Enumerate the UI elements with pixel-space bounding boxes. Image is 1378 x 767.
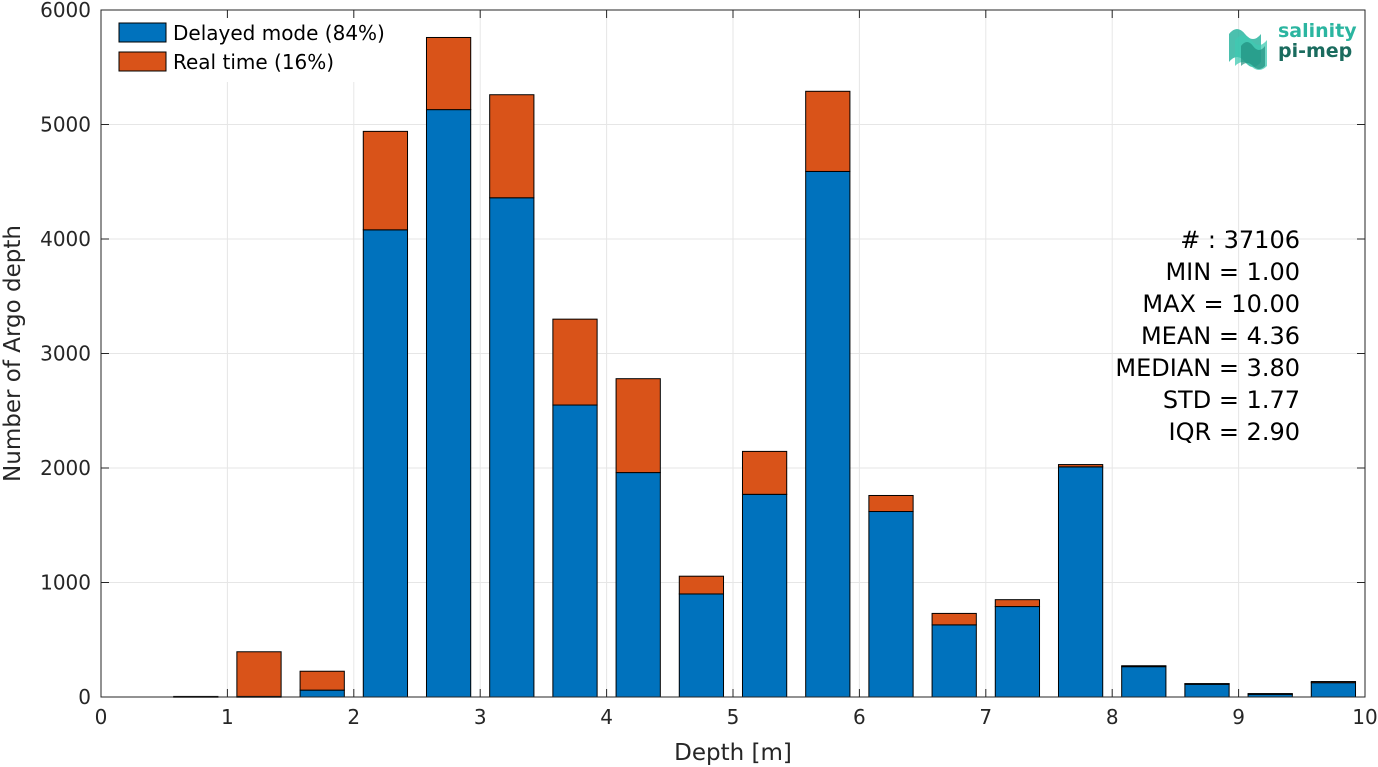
bars-group [173, 36, 1357, 698]
bar-real-time [489, 94, 535, 199]
bar-delayed-mode [425, 109, 472, 698]
bar-delayed-mode [1184, 683, 1230, 698]
bar-real-time [931, 612, 977, 626]
stats-line: IQR = 2.90 [1169, 418, 1300, 446]
legend-label-realtime: Real time (16%) [173, 50, 334, 74]
logo-text-pimep: pi-mep [1278, 40, 1352, 62]
x-tick-label: 6 [853, 705, 866, 729]
bar-delayed-mode [1310, 682, 1357, 698]
bar-delayed-mode [805, 170, 851, 698]
bar-delayed-mode [678, 593, 725, 698]
y-tick-label: 0 [78, 685, 91, 709]
statistics-annotation: # : 37106 MIN = 1.00 MAX = 10.00 MEAN = 4.3… [1115, 226, 1300, 446]
bar-real-time [615, 378, 661, 474]
bar-real-time [1184, 683, 1230, 685]
stats-line: # : 37106 [1180, 226, 1300, 254]
bar-delayed-mode [299, 689, 345, 698]
bar-delayed-mode [1057, 466, 1104, 698]
legend-swatch-delayed [118, 22, 167, 43]
x-tick-label: 0 [95, 705, 108, 729]
bar-real-time [994, 599, 1041, 608]
y-tick-label: 4000 [40, 227, 91, 251]
bar-real-time [1247, 693, 1293, 695]
legend-label-delayed: Delayed mode (84%) [173, 21, 385, 45]
bar-delayed-mode [994, 606, 1041, 698]
bar-real-time [236, 651, 282, 697]
bar-delayed-mode [868, 511, 914, 698]
x-tick-label: 10 [1352, 705, 1377, 729]
y-tick-label: 1000 [40, 571, 91, 595]
bar-real-time [868, 494, 914, 513]
y-tick-label: 6000 [40, 0, 91, 22]
bar-real-time [741, 450, 788, 495]
x-axis-label: Depth [m] [674, 740, 792, 766]
stats-line: MAX = 10.00 [1142, 290, 1300, 318]
logo-waves-icon [1229, 29, 1267, 70]
stats-line: MIN = 1.00 [1165, 258, 1300, 286]
legend: Delayed mode (84%) Real time (16%) [111, 18, 411, 82]
bar-real-time [1057, 464, 1104, 468]
x-tick-label: 3 [474, 705, 487, 729]
x-tick-label: 4 [600, 705, 613, 729]
bar-real-time [1310, 681, 1357, 684]
x-tick-label: 1 [221, 705, 234, 729]
bar-real-time [362, 130, 409, 231]
bar-delayed-mode [1121, 666, 1167, 698]
salinity-pi-mep-logo: salinity pi-mep [1229, 20, 1357, 70]
bar-delayed-mode [615, 472, 661, 698]
x-tick-label: 8 [1106, 705, 1119, 729]
x-tick-label: 5 [727, 705, 740, 729]
bar-delayed-mode [741, 493, 788, 698]
legend-swatch-realtime [118, 51, 167, 72]
y-tick-label: 5000 [40, 113, 91, 137]
stats-line: MEAN = 4.36 [1141, 322, 1300, 350]
bar-real-time [552, 318, 598, 406]
bar-real-time [425, 36, 472, 111]
bar-real-time [678, 575, 725, 595]
bar-delayed-mode [362, 229, 409, 698]
y-tick-label: 3000 [40, 342, 91, 366]
bar-real-time [1121, 665, 1167, 668]
bar-delayed-mode [552, 404, 598, 698]
bar-real-time [805, 90, 851, 172]
y-tick-label: 2000 [40, 456, 91, 480]
x-tick-label: 2 [347, 705, 360, 729]
x-tick-label: 9 [1232, 705, 1245, 729]
bar-delayed-mode [931, 624, 977, 698]
bar-delayed-mode [489, 197, 535, 698]
stats-line: MEDIAN = 3.80 [1115, 354, 1300, 382]
bar-real-time [299, 670, 345, 691]
logo-text-salinity: salinity [1278, 20, 1357, 42]
stats-line: STD = 1.77 [1163, 386, 1300, 414]
y-axis-label: Number of Argo depth [0, 225, 26, 482]
axis-ticks: 0 1 2 3 4 5 6 7 8 9 10 0 1000 2000 3000 4000 5000 6000 [40, 0, 1378, 729]
x-tick-label: 7 [979, 705, 992, 729]
